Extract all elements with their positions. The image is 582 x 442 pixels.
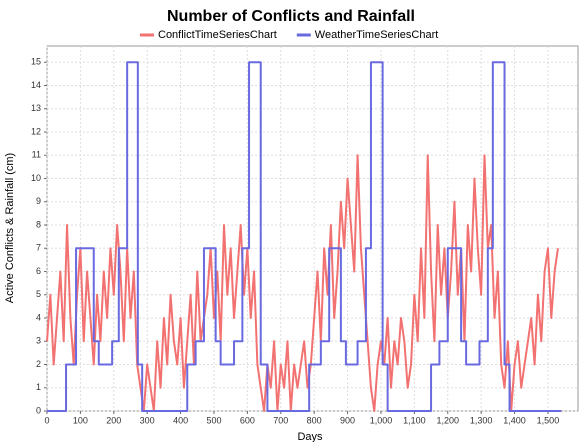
chart-title: Number of Conflicts and Rainfall [167, 8, 415, 25]
y-tick-label: 8 [36, 219, 41, 229]
y-tick-label: 4 [36, 312, 41, 322]
x-tick-label: 1,000 [370, 415, 393, 425]
x-tick-label: 1,500 [537, 415, 560, 425]
x-tick-label: 1,100 [403, 415, 426, 425]
y-tick-label: 6 [36, 266, 41, 276]
x-tick-label: 600 [240, 415, 255, 425]
y-tick-label: 12 [31, 126, 41, 136]
x-axis-label: Days [297, 431, 323, 442]
series-line [46, 154, 559, 412]
y-tick-label: 13 [31, 103, 41, 113]
y-tick-label: 10 [31, 173, 41, 183]
x-tick-label: 1,400 [503, 415, 526, 425]
series-line [47, 61, 562, 412]
x-tick-label: 0 [44, 415, 49, 425]
y-tick-label: 3 [36, 336, 41, 346]
legend-label: WeatherTimeSeriesChart [315, 29, 439, 41]
x-tick-label: 900 [340, 415, 355, 425]
y-tick-label: 14 [31, 80, 41, 90]
y-tick-label: 2 [36, 359, 41, 369]
y-tick-label: 1 [36, 382, 41, 392]
x-tick-label: 500 [206, 415, 221, 425]
x-tick-label: 800 [307, 415, 322, 425]
y-tick-label: 11 [32, 150, 41, 160]
y-tick-label: 0 [36, 405, 41, 415]
x-tick-label: 1,300 [470, 415, 493, 425]
x-tick-label: 400 [173, 415, 188, 425]
y-tick-label: 9 [36, 196, 41, 206]
x-tick-label: 700 [273, 415, 288, 425]
x-tick-label: 300 [140, 415, 155, 425]
y-tick-label: 7 [36, 243, 41, 253]
legend-label: ConflictTimeSeriesChart [158, 29, 277, 41]
x-tick-label: 100 [73, 415, 88, 425]
y-tick-label: 5 [36, 289, 41, 299]
y-tick-label: 15 [31, 57, 41, 67]
y-axis-label: Active Conflicts & Rainfall (cm) [4, 153, 16, 303]
x-tick-label: 1,200 [436, 415, 459, 425]
x-tick-label: 200 [106, 415, 121, 425]
